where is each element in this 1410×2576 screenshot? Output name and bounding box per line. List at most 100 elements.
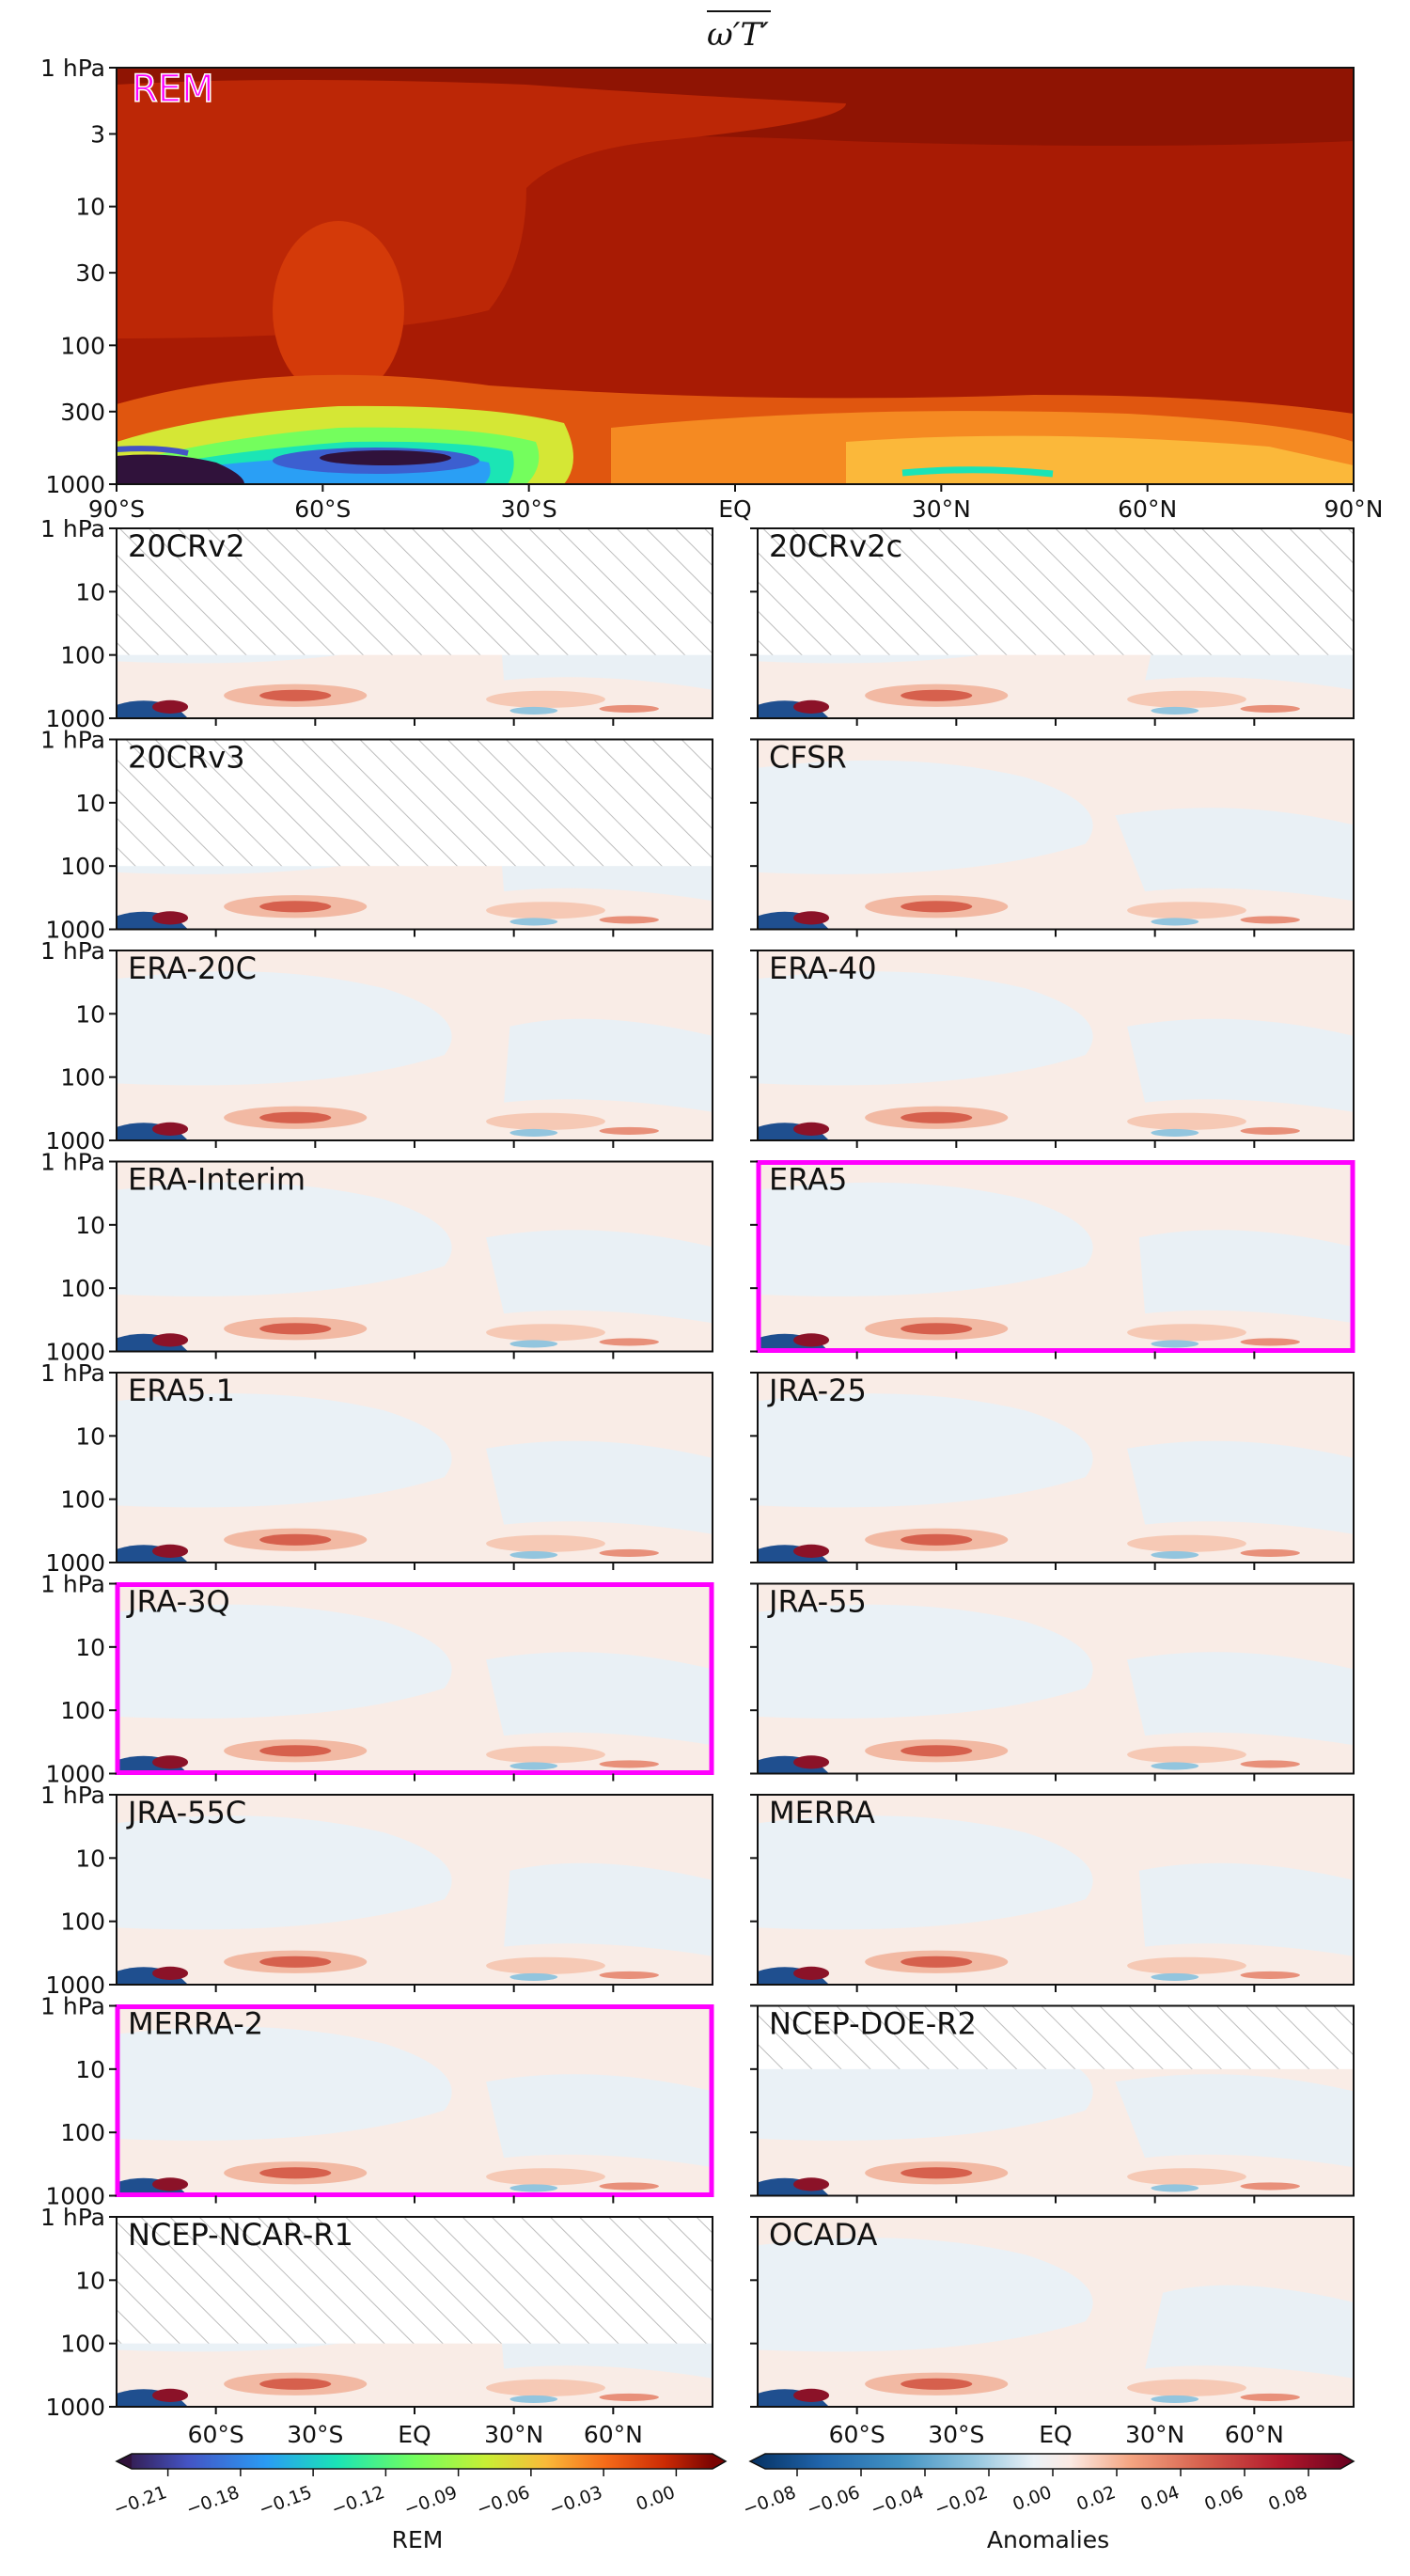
rem-y-tick-label: 100 xyxy=(60,332,105,359)
rem-x-tick-label: EQ xyxy=(718,495,751,523)
panel-ncep-doe-r2: NCEP-DOE-R2 xyxy=(750,2004,1355,2204)
panel-era-interim-label: ERA-Interim xyxy=(128,1162,306,1198)
colorbar-tick-label: 0.04 xyxy=(1137,2482,1182,2515)
panel-ocada: OCADA xyxy=(750,2216,1355,2414)
panel-merra-2: MERRA-2 1 hPa 10 100 1000 xyxy=(40,1993,714,2210)
rem-x-tick-label: 30°N xyxy=(912,495,971,523)
panel-era-20c-field xyxy=(117,950,713,1140)
panel-merra-2-label: MERRA-2 xyxy=(128,2006,263,2042)
svg-text:ω′T′: ω′T′ xyxy=(707,16,769,54)
panel-y-tick-label: 1000 xyxy=(45,2394,105,2421)
panel-ncep-ncar-r1: NCEP-NCAR-R1 1 hPa 10 100 1000 xyxy=(40,2204,713,2421)
panel-jra-25-label: JRA-25 xyxy=(767,1373,867,1408)
bottom-x-tick-label: 30°S xyxy=(928,2421,984,2448)
panel-y-tick-label: 100 xyxy=(60,2119,105,2146)
panel-merra: MERRA xyxy=(750,1794,1355,1992)
rem-y-tick-label: 10 xyxy=(75,194,105,221)
panel-ncep-ncar-r1-label: NCEP-NCAR-R1 xyxy=(128,2217,353,2253)
panel-y-tick-label: 1 hPa xyxy=(40,1359,105,1387)
panel-jra-25-field xyxy=(758,1373,1354,1563)
colorbar-rem-label: REM xyxy=(392,2526,444,2553)
panel-y-tick-label: 1 hPa xyxy=(40,515,105,542)
panel-y-tick-label: 100 xyxy=(60,1486,105,1514)
panel-cfsr-field xyxy=(758,739,1354,930)
panel-jra-55: JRA-55 xyxy=(750,1582,1355,1782)
panel-era5-1-label: ERA5.1 xyxy=(128,1373,235,1408)
bottom-x-tick-label: EQ xyxy=(1039,2421,1072,2448)
colorbar-tick-label: −0.08 xyxy=(740,2482,798,2521)
colorbar-tick-label: −0.03 xyxy=(547,2482,605,2521)
panel-20crv3-label: 20CRv3 xyxy=(128,740,245,776)
panel-y-tick-label: 1000 xyxy=(45,1761,105,1788)
panel-jra-25: JRA-25 xyxy=(750,1372,1355,1570)
colorbar-tick-label: −0.21 xyxy=(111,2482,169,2521)
panel-y-tick-label: 1000 xyxy=(45,705,105,732)
colorbar-tick-label: 0.00 xyxy=(1010,2482,1054,2515)
panel-20crv2-label: 20CRv2 xyxy=(128,528,245,564)
rem-x-tick-label: 60°N xyxy=(1118,495,1177,523)
panel-y-tick-label: 1 hPa xyxy=(40,1571,105,1598)
bottom-x-axis: 60°S 30°S EQ 30°N 60°N 60°S 30°S EQ 30°N 60°N xyxy=(188,2421,1284,2448)
bottom-x-tick-label: 30°N xyxy=(484,2421,543,2448)
panel-y-tick-label: 10 xyxy=(75,1634,105,1661)
panel-y-tick-label: 1 hPa xyxy=(40,937,105,965)
panel-y-tick-label: 1000 xyxy=(45,1127,105,1154)
panel-era-20c: ERA-20C 1 hPa 10 100 1000 xyxy=(40,937,713,1154)
panel-merra-2-highlight xyxy=(115,2004,714,2197)
panel-y-tick-label: 10 xyxy=(75,1212,105,1239)
panel-era-20c-label: ERA-20C xyxy=(128,950,257,986)
panel-era5: ERA5 xyxy=(750,1160,1355,1359)
panel-y-tick-label: 1 hPa xyxy=(40,727,105,754)
panel-era5-1-field xyxy=(117,1373,713,1563)
rem-y-tick-label: 1 hPa xyxy=(40,55,105,82)
panel-ncep-doe-r2-missing-hatch xyxy=(758,2005,1354,2069)
rem-x-tick-label: 30°S xyxy=(501,495,557,523)
panel-y-tick-label: 10 xyxy=(75,578,105,605)
panel-y-tick-label: 1000 xyxy=(45,1549,105,1577)
colorbar-anomalies-label: Anomalies xyxy=(987,2526,1109,2553)
title-omega: ω xyxy=(707,16,733,54)
panel-y-tick-label: 1 hPa xyxy=(40,1993,105,2020)
panel-era-40-field xyxy=(758,950,1354,1140)
panel-y-tick-label: 100 xyxy=(60,1908,105,1936)
panel-y-tick-label: 100 xyxy=(60,642,105,669)
title-prime-2: ′ xyxy=(761,16,769,54)
panel-era-interim: ERA-Interim 1 hPa 10 100 1000 xyxy=(40,1149,713,1366)
bottom-x-tick-label: EQ xyxy=(398,2421,431,2448)
colorbar-tick-label: −0.06 xyxy=(474,2482,532,2521)
panel-jra-55-field xyxy=(758,1583,1354,1774)
panel-20crv3: 20CRv3 1 hPa 10 100 1000 xyxy=(40,727,713,944)
colorbar-rem-ticks: −0.21 −0.18 −0.15 −0.12 −0.09 −0.06 −0.03 0.00 xyxy=(111,2469,678,2521)
panel-20crv3-missing-hatch xyxy=(117,739,713,867)
panel-jra-3q-label: JRA-3Q xyxy=(126,1584,230,1620)
colorbar-tick-label: −0.15 xyxy=(257,2482,315,2521)
panel-merra-2-field xyxy=(117,2005,713,2196)
bottom-x-tick-label: 60°S xyxy=(829,2421,885,2448)
panel-y-tick-label: 100 xyxy=(60,853,105,880)
colorbar-tick-label: 0.08 xyxy=(1265,2482,1309,2515)
colorbar-rem: −0.21 −0.18 −0.15 −0.12 −0.09 −0.06 −0.03 0.00 … xyxy=(111,2453,728,2553)
rem-y-axis: 1 hPa 3 10 30 100 300 1000 xyxy=(40,55,117,498)
panel-ocada-label: OCADA xyxy=(769,2217,878,2253)
panel-y-tick-label: 1 hPa xyxy=(40,1149,105,1176)
panel-merra-label: MERRA xyxy=(769,1795,875,1830)
panel-ocada-field xyxy=(758,2217,1354,2407)
rem-x-tick-label: 60°S xyxy=(294,495,351,523)
panel-y-tick-label: 100 xyxy=(60,1697,105,1724)
panel-20crv2-missing-hatch xyxy=(117,528,713,655)
rem-panel: REM 1 hPa 3 10 30 100 300 1000 90°S 60°S 30°S EQ 3… xyxy=(40,55,1383,523)
panel-y-tick-label: 10 xyxy=(75,1000,105,1028)
panel-ncep-ncar-r1-missing-hatch xyxy=(117,2217,713,2344)
colorbar-anomalies: −0.08 −0.06 −0.04 −0.02 0.00 0.02 0.04 0.06 0.08… xyxy=(740,2453,1355,2553)
rem-panel-label: REM xyxy=(132,68,214,111)
panel-jra-55-label: JRA-55 xyxy=(767,1584,867,1620)
panel-y-tick-label: 1000 xyxy=(45,1339,105,1366)
panel-era-40: ERA-40 xyxy=(750,950,1355,1148)
panel-20crv2c: 20CRv2c xyxy=(750,527,1355,726)
panel-y-tick-label: 1000 xyxy=(45,2183,105,2210)
panel-era5-field xyxy=(758,1161,1354,1352)
colorbar-tick-label: −0.06 xyxy=(804,2482,862,2521)
colorbar-tick-label: −0.12 xyxy=(329,2482,387,2521)
